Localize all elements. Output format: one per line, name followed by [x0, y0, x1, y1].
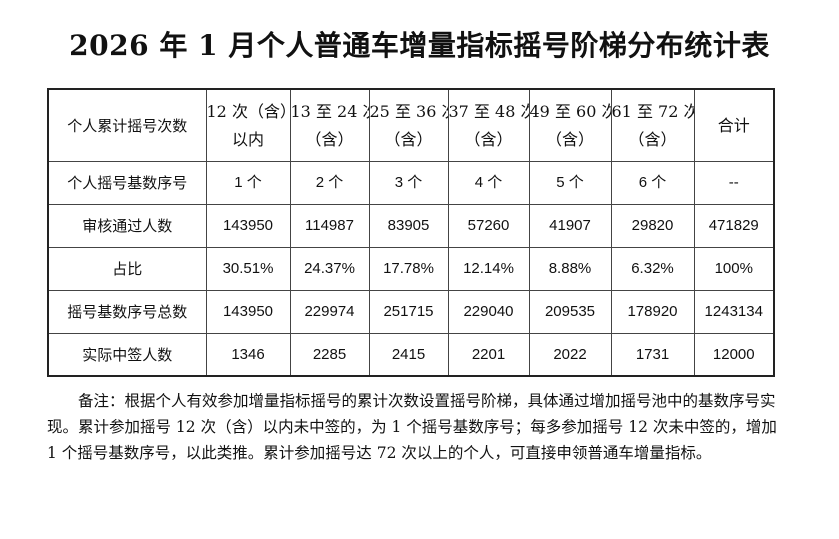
row-label: 摇号基数序号总数 [47, 290, 207, 334]
table-cell: 229974 [289, 290, 370, 334]
table-row: 实际中签人数 1346 2285 2415 2201 2022 1731 120… [47, 333, 775, 377]
table-row: 摇号基数序号总数 143950 229974 251715 229040 209… [47, 290, 775, 334]
table-cell: 471829 [693, 204, 775, 248]
table-cell: 30.51% [205, 247, 291, 291]
header-cell: 12 次（含） 以内 [205, 88, 291, 162]
table-cell: 251715 [368, 290, 449, 334]
page-title: 2026 年 1 月个人普通车增量指标摇号阶梯分布统计表 [69, 29, 770, 62]
table-cell: 1346 [205, 333, 291, 377]
table-cell: 24.37% [289, 247, 370, 291]
table-cell: 41907 [528, 204, 612, 248]
table-cell: 143950 [205, 204, 291, 248]
row-label: 实际中签人数 [47, 333, 207, 377]
row-label: 占比 [47, 247, 207, 291]
table-cell: 2022 [528, 333, 612, 377]
table-cell: 8.88% [528, 247, 612, 291]
statistics-table: 个人累计摇号次数 12 次（含）以内 13 至 24 次（含） 25 至 36 … [47, 88, 775, 377]
table-row: 审核通过人数 143950 114987 83905 57260 41907 2… [47, 204, 775, 248]
footnote: 备注：根据个人有效参加增量指标摇号的累计次数设置摇号阶梯，具体通过增加摇号池中的… [47, 392, 777, 462]
table-cell: 2285 [289, 333, 370, 377]
table-cell: 6 个 [610, 161, 695, 205]
header-cell: 49 至 60 次（含） [528, 88, 612, 162]
table-cell: 17.78% [368, 247, 449, 291]
table-header-row: 个人累计摇号次数 12 次（含）以内 13 至 24 次（含） 25 至 36 … [47, 88, 775, 162]
table-row: 个人摇号基数序号 1 个 2 个 3 个 4 个 5 个 6 个 -- [47, 161, 775, 205]
table-cell: 1243134 [693, 290, 775, 334]
table-row: 占比 30.51% 24.37% 17.78% 12.14% 8.88% 6.3… [47, 247, 775, 291]
table-cell: 178920 [610, 290, 695, 334]
table-cell: 3 个 [368, 161, 449, 205]
table-cell: 1731 [610, 333, 695, 377]
header-cell: 37 至 48 次（含） [447, 88, 530, 162]
header-label-cell: 个人累计摇号次数 [47, 88, 207, 162]
table-cell: 12000 [693, 333, 775, 377]
row-label: 审核通过人数 [47, 204, 207, 248]
table-cell: -- [693, 161, 775, 205]
table-cell: 29820 [610, 204, 695, 248]
table-cell: 114987 [289, 204, 370, 248]
table-cell: 100% [693, 247, 775, 291]
table-cell: 143950 [205, 290, 291, 334]
header-cell: 61 至 72 次（含） [610, 88, 695, 162]
table-cell: 2 个 [289, 161, 370, 205]
table-cell: 2201 [447, 333, 530, 377]
table-cell: 6.32% [610, 247, 695, 291]
header-cell: 13 至 24 次（含） [289, 88, 370, 162]
table-cell: 57260 [447, 204, 530, 248]
table-cell: 12.14% [447, 247, 530, 291]
table-cell: 5 个 [528, 161, 612, 205]
table-cell: 1 个 [205, 161, 291, 205]
row-label: 个人摇号基数序号 [47, 161, 207, 205]
header-cell: 25 至 36 次（含） [368, 88, 449, 162]
table-cell: 83905 [368, 204, 449, 248]
header-total-cell: 合计 [693, 88, 775, 162]
table-cell: 209535 [528, 290, 612, 334]
table-cell: 229040 [447, 290, 530, 334]
table-cell: 2415 [368, 333, 449, 377]
table-cell: 4 个 [447, 161, 530, 205]
